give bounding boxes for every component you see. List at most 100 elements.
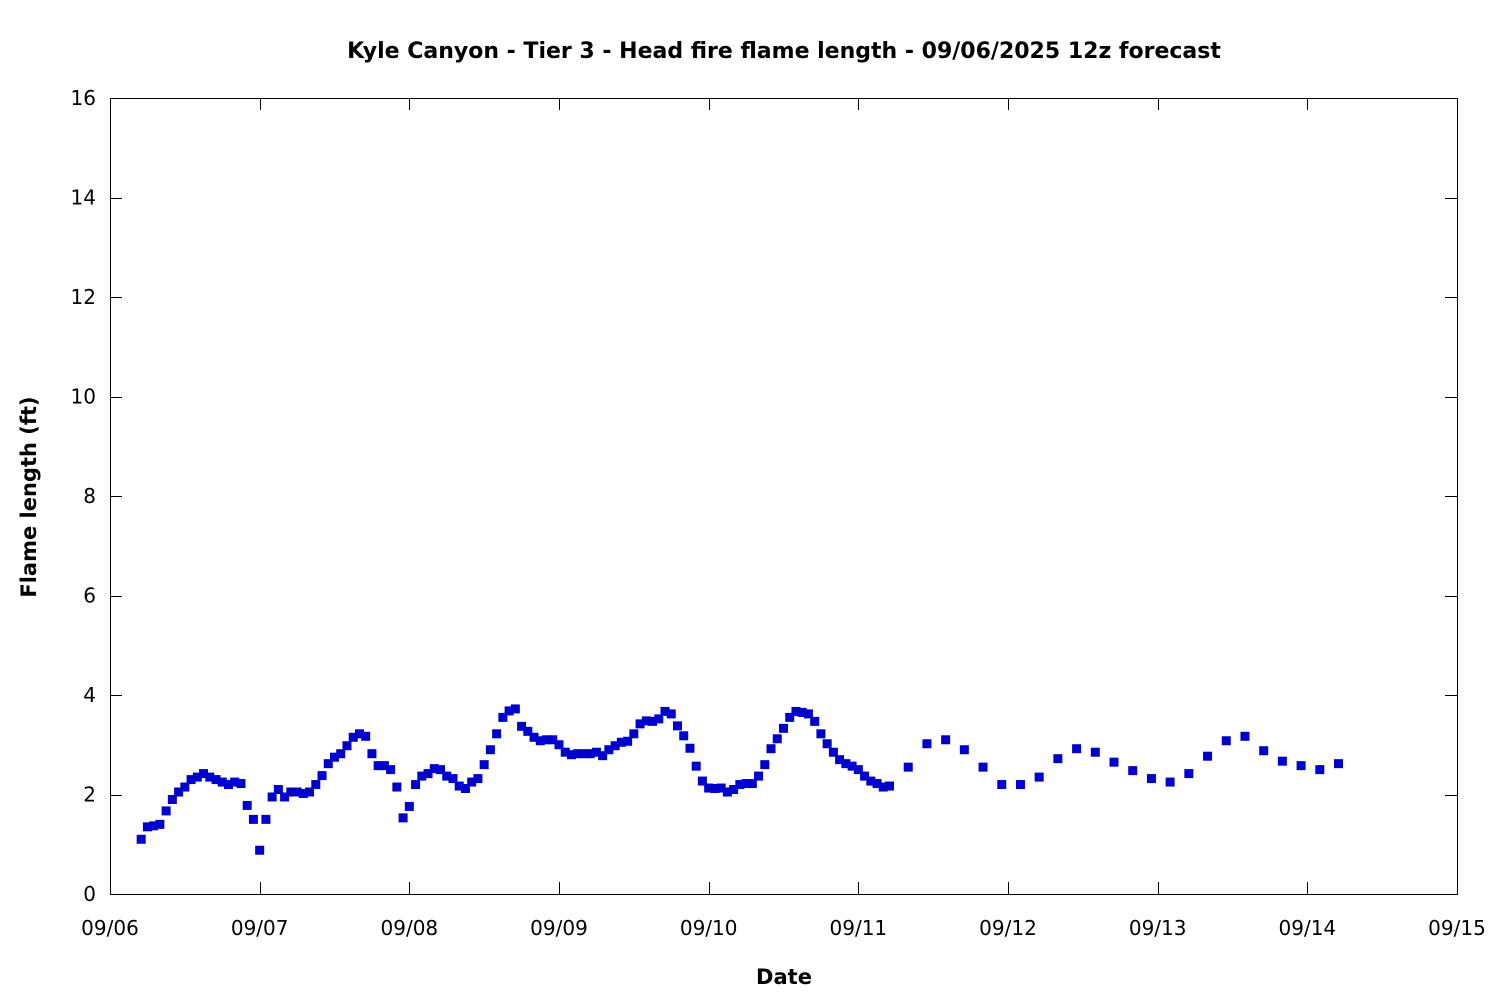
y-tick-label: 2 — [83, 783, 96, 807]
x-tick-label: 09/09 — [530, 916, 588, 940]
x-tick-label: 09/13 — [1129, 916, 1187, 940]
data-point — [691, 761, 701, 771]
data-point — [616, 737, 626, 747]
data-point — [174, 787, 184, 797]
data-point — [342, 741, 352, 751]
y-tick-label: 4 — [83, 683, 96, 707]
data-point — [167, 794, 177, 804]
x-tick-label: 09/14 — [1279, 916, 1337, 940]
data-point — [610, 741, 620, 751]
data-point — [685, 743, 695, 753]
data-point — [498, 712, 508, 722]
x-tick-label: 09/12 — [979, 916, 1037, 940]
data-point — [523, 726, 533, 736]
data-point — [1090, 747, 1100, 757]
data-point — [1221, 736, 1231, 746]
x-tick-label: 09/06 — [81, 916, 139, 940]
data-point — [305, 787, 315, 797]
data-point — [760, 760, 770, 770]
data-point — [199, 769, 209, 779]
data-point — [903, 762, 913, 772]
data-point — [1072, 744, 1082, 754]
data-point — [922, 739, 932, 749]
data-point — [1240, 731, 1250, 741]
data-point — [230, 777, 240, 787]
data-point — [666, 709, 676, 719]
data-point — [978, 762, 988, 772]
x-axis-label: Date — [756, 965, 812, 989]
data-point — [1053, 754, 1063, 764]
data-point — [542, 735, 552, 745]
data-point — [436, 765, 446, 775]
data-point — [591, 747, 601, 757]
data-point — [460, 784, 470, 794]
axis-ticks: 0 2 4 6 8 10 12 14 16 09/06 09/07 09/08 09/09 09/10 09… — [71, 86, 1486, 940]
data-point — [330, 752, 339, 762]
x-tick-label: 09/15 — [1428, 916, 1486, 940]
data-point — [772, 734, 782, 744]
data-point — [866, 776, 876, 786]
data-point — [548, 735, 558, 745]
data-point — [492, 729, 502, 739]
data-point — [648, 716, 658, 726]
data-point — [835, 755, 845, 765]
data-point — [311, 780, 321, 790]
data-point — [959, 745, 969, 755]
data-point — [248, 814, 258, 824]
data-point — [354, 729, 364, 739]
data-point — [348, 732, 358, 742]
x-tick-label: 09/11 — [830, 916, 888, 940]
data-point — [660, 706, 670, 716]
data-point — [722, 787, 732, 797]
data-point — [560, 747, 570, 757]
data-point — [791, 706, 801, 716]
data-point — [729, 785, 739, 795]
data-point — [429, 764, 439, 774]
data-point — [828, 747, 838, 757]
data-point — [635, 719, 645, 729]
y-axis-label: Flame length (ft) — [17, 396, 41, 597]
data-point — [816, 729, 826, 739]
x-tick-label: 09/08 — [381, 916, 439, 940]
data-point — [517, 721, 527, 731]
y-tick-label: 14 — [71, 186, 96, 210]
data-point — [367, 749, 377, 759]
data-point — [535, 736, 545, 746]
data-point — [404, 801, 414, 811]
y-tick-label: 16 — [71, 86, 96, 110]
data-point — [779, 723, 788, 733]
data-point — [1203, 751, 1213, 761]
data-point — [373, 761, 383, 771]
data-point — [1259, 746, 1269, 756]
data-point — [679, 731, 689, 741]
data-point — [604, 745, 614, 755]
x-tick-label: 09/10 — [680, 916, 738, 940]
data-point — [822, 739, 832, 749]
data-point — [454, 781, 464, 791]
y-tick-label: 8 — [83, 484, 96, 508]
data-point — [1015, 780, 1025, 790]
data-point — [286, 787, 296, 797]
data-point — [242, 800, 252, 810]
data-point — [529, 732, 539, 742]
data-point — [155, 819, 165, 829]
data-point — [941, 735, 951, 745]
data-point — [192, 772, 202, 782]
data-point — [392, 782, 402, 792]
data-point — [697, 776, 707, 786]
data-point — [997, 780, 1007, 790]
data-point — [292, 787, 302, 797]
data-point — [1334, 759, 1344, 769]
data-point — [1146, 774, 1156, 784]
data-point — [510, 704, 520, 714]
data-point — [1165, 777, 1175, 787]
data-point — [411, 780, 421, 790]
plot-frame — [110, 98, 1458, 895]
data-point — [710, 784, 720, 794]
y-tick-label: 12 — [71, 285, 96, 309]
data-point — [448, 774, 458, 784]
data-point — [585, 749, 595, 759]
data-point — [136, 834, 146, 844]
data-point — [1034, 772, 1044, 782]
data-point — [672, 721, 682, 731]
